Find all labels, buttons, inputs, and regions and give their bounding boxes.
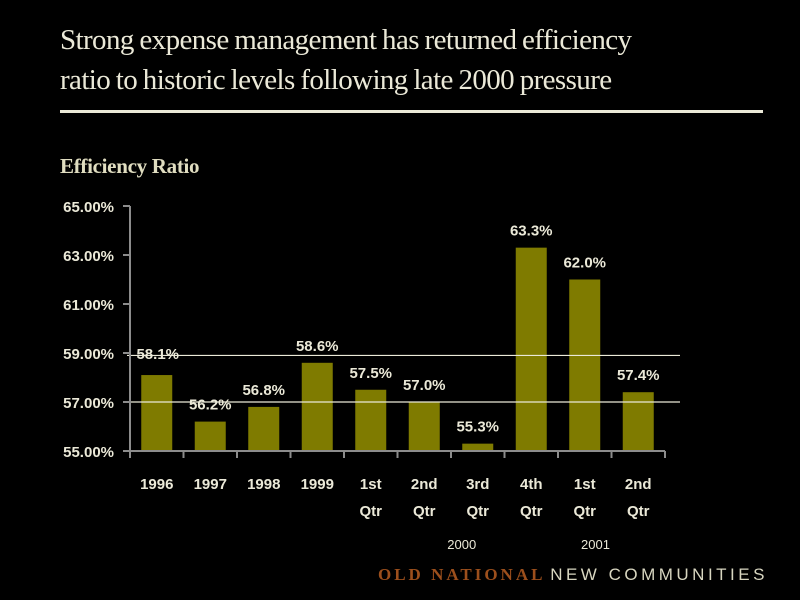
- bar-0: [141, 375, 173, 451]
- bar-4: [355, 389, 387, 451]
- title-underline: [60, 110, 763, 113]
- bar-3: [301, 362, 333, 451]
- data-label-3: 58.6%: [296, 338, 339, 355]
- y-tick-label-3: 61.00%: [63, 297, 114, 314]
- x-tick-sublabel-5: Qtr: [413, 503, 436, 520]
- data-label-7: 63.3%: [510, 223, 553, 240]
- x-tick-label-5: 2nd: [411, 476, 438, 493]
- group-label-2001: 2001: [581, 537, 610, 552]
- data-label-6: 55.3%: [456, 419, 499, 436]
- data-label-1: 56.2%: [189, 397, 232, 414]
- x-tick-label-1: 1997: [194, 476, 227, 493]
- x-tick-label-0: 1996: [140, 476, 173, 493]
- data-label-4: 57.5%: [349, 365, 392, 382]
- y-tick-label-2: 59.00%: [63, 346, 114, 363]
- data-label-9: 57.4%: [617, 367, 660, 384]
- data-label-8: 62.0%: [563, 255, 606, 272]
- slide-title-line-1: Strong expense management has returned e…: [60, 24, 632, 56]
- x-tick-label-9: 2nd: [625, 476, 652, 493]
- slide-title-line-2: ratio to historic levels following late …: [60, 64, 612, 96]
- x-tick-label-7: 4th: [520, 476, 543, 493]
- bar-1: [194, 421, 226, 451]
- bar-8: [569, 279, 601, 451]
- bar-2: [248, 406, 280, 451]
- data-label-5: 57.0%: [403, 377, 446, 394]
- footer-brand: OLD NATIONAL: [378, 565, 546, 584]
- x-tick-label-6: 3rd: [466, 476, 489, 493]
- x-tick-label-8: 1st: [574, 476, 596, 493]
- bar-9: [622, 392, 654, 451]
- slide-title: Strong expense management has returned e…: [60, 20, 770, 100]
- x-tick-label-3: 1999: [301, 476, 334, 493]
- footer-tagline: NEW COMMUNITIES: [550, 565, 768, 584]
- bar-6: [462, 443, 494, 451]
- x-tick-label-4: 1st: [360, 476, 382, 493]
- x-tick-sublabel-8: Qtr: [574, 503, 597, 520]
- chart-title: Efficiency Ratio: [60, 154, 200, 178]
- x-tick-sublabel-4: Qtr: [360, 503, 383, 520]
- x-tick-sublabel-7: Qtr: [520, 503, 543, 520]
- y-tick-label-1: 57.00%: [63, 395, 114, 412]
- x-tick-label-2: 1998: [247, 476, 280, 493]
- footer-logo: OLD NATIONAL NEW COMMUNITIES: [378, 565, 788, 585]
- x-tick-sublabel-6: Qtr: [467, 503, 490, 520]
- bar-5: [408, 402, 440, 451]
- y-tick-label-0: 55.00%: [63, 444, 114, 461]
- data-label-0: 58.1%: [136, 346, 179, 363]
- data-label-2: 56.8%: [242, 382, 285, 399]
- bar-7: [515, 247, 547, 451]
- y-tick-label-4: 63.00%: [63, 248, 114, 265]
- y-tick-label-5: 65.00%: [63, 199, 114, 216]
- group-label-2000: 2000: [447, 537, 476, 552]
- x-tick-sublabel-9: Qtr: [627, 503, 650, 520]
